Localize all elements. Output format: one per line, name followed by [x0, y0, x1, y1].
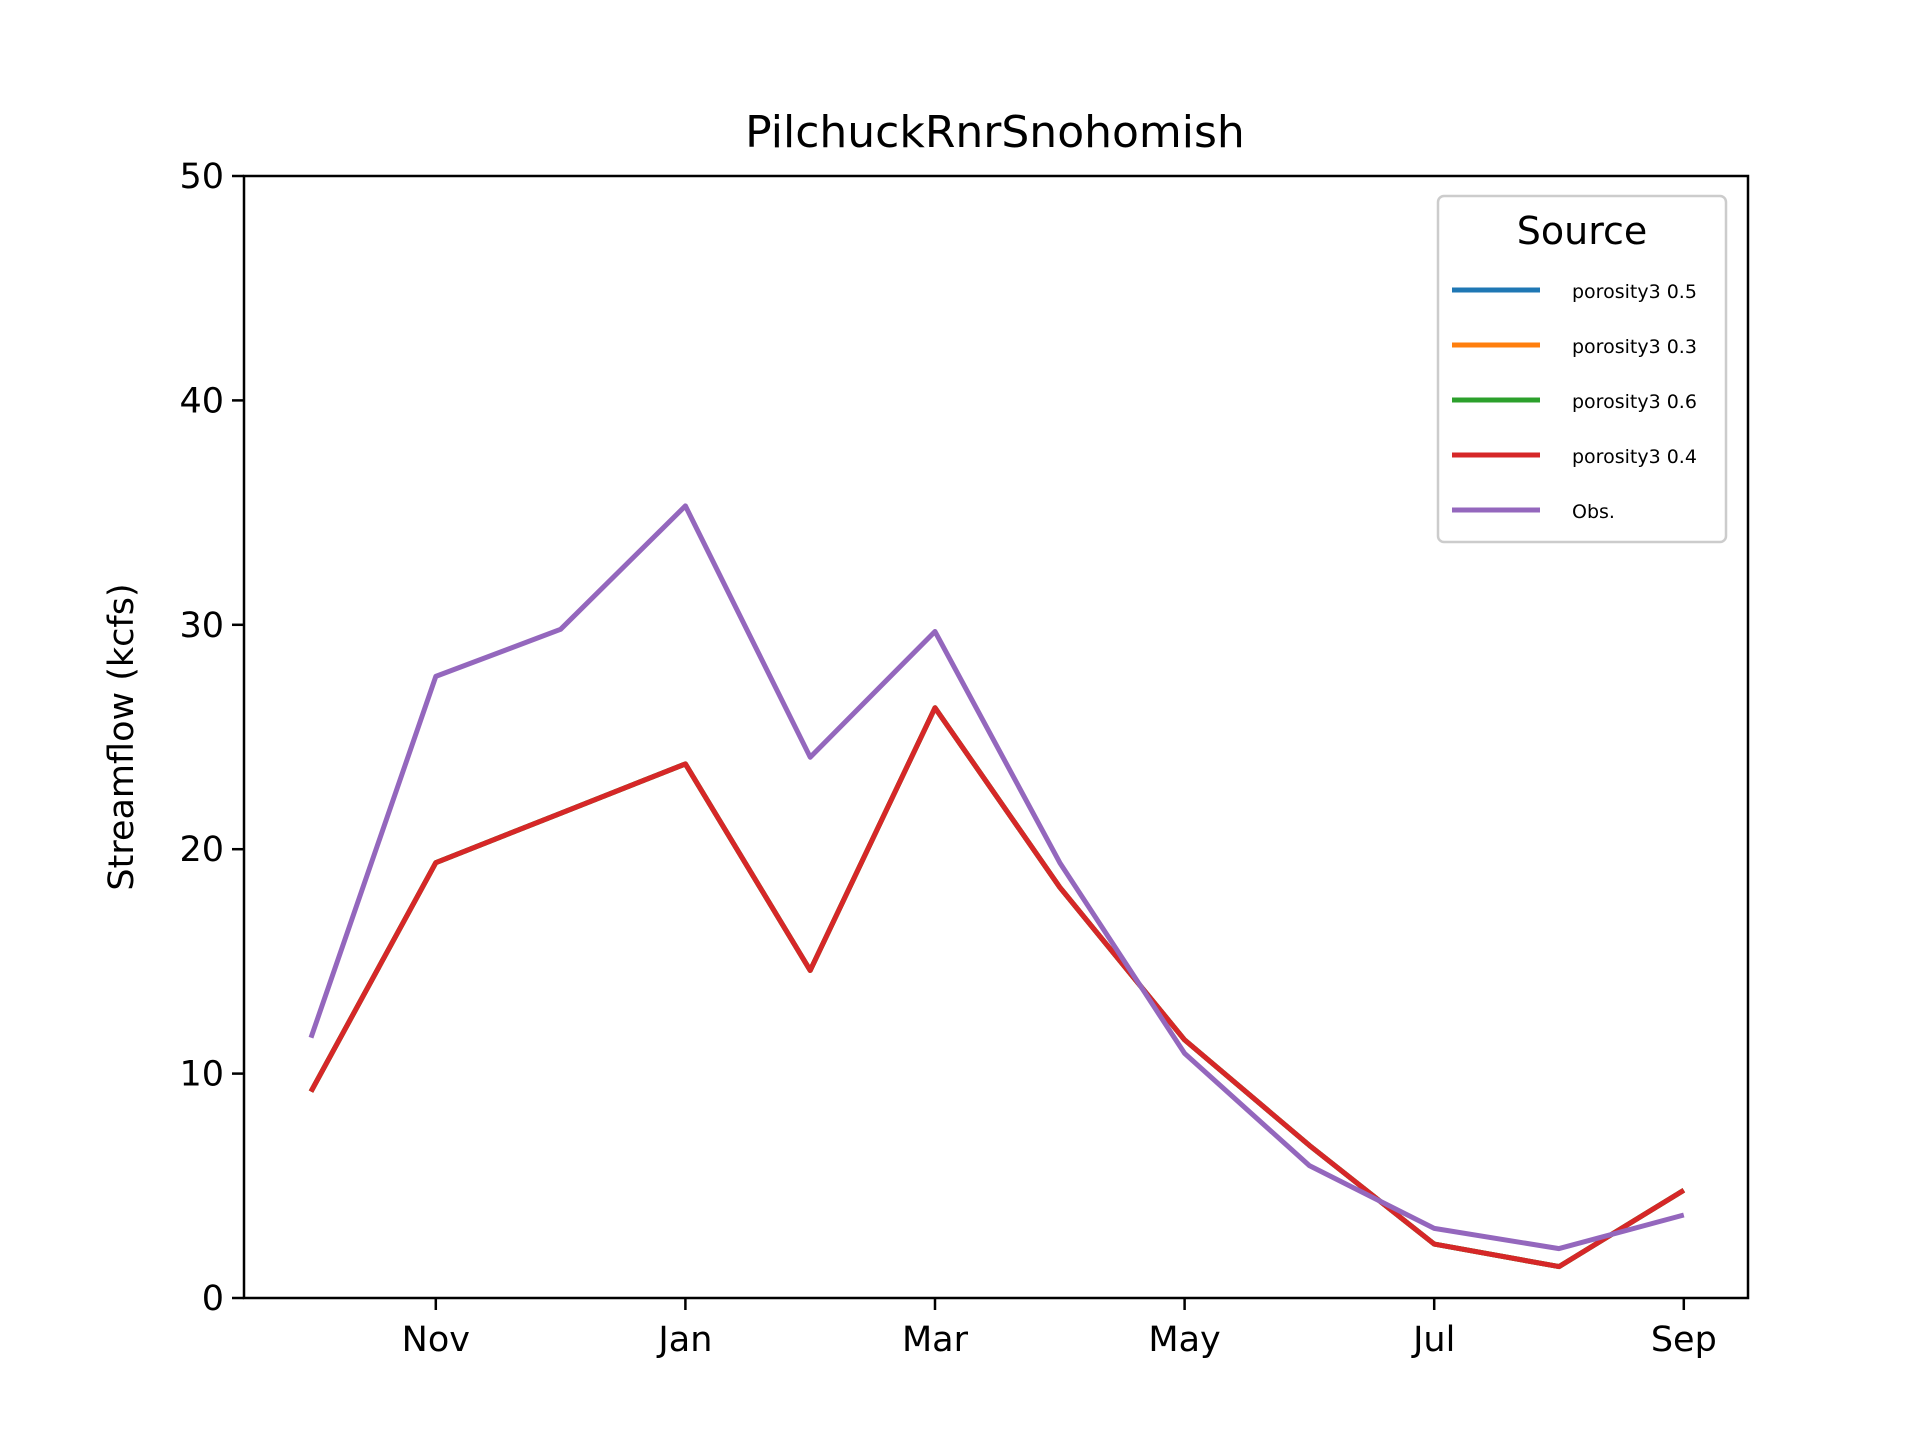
x-tick-label-sep: Sep [1651, 1320, 1717, 1360]
x-tick-label-mar: Mar [902, 1320, 969, 1360]
plot-area [308, 503, 1686, 1270]
y-tick-label-20: 20 [179, 830, 224, 870]
y-tick-label-30: 30 [179, 606, 224, 646]
legend-entries: porosity3 0.5 porosity3 0.3 porosity3 0.6 p… [1452, 281, 1697, 523]
series-line-porosity3-0-4 [308, 705, 1686, 1270]
y-tick-label-10: 10 [179, 1055, 224, 1095]
legend-label-porosity3-0-4: porosity3 0.4 [1572, 446, 1697, 468]
y-tick-label-50: 50 [179, 157, 224, 197]
axes-frame [242, 174, 1750, 1300]
x-tick-label-jul: Jul [1411, 1320, 1455, 1360]
y-tick-label-40: 40 [179, 381, 224, 421]
legend-label-porosity3-0-5: porosity3 0.5 [1572, 281, 1697, 303]
x-tick-label-may: May [1148, 1320, 1220, 1360]
chart-title: PilchuckRnrSnohomish [745, 107, 1245, 158]
x-tick-label-jan: Jan [656, 1320, 712, 1360]
legend-label-porosity3-0-6: porosity3 0.6 [1572, 391, 1697, 413]
y-tick-label-0: 0 [202, 1279, 224, 1319]
legend-title: Source [1517, 209, 1648, 253]
series-layer [308, 503, 1686, 1270]
x-tick-label-nov: Nov [402, 1320, 470, 1360]
x-axis: Nov Jan Mar May Jul Sep [402, 1298, 1717, 1360]
legend-label-porosity3-0-3: porosity3 0.3 [1572, 336, 1697, 358]
y-axis: 0 10 20 30 40 50 [179, 157, 244, 1319]
series-line-obs [308, 503, 1685, 1252]
y-axis-label: Streamflow (kcfs) [102, 583, 142, 890]
legend-label-obs: Obs. [1572, 501, 1615, 523]
